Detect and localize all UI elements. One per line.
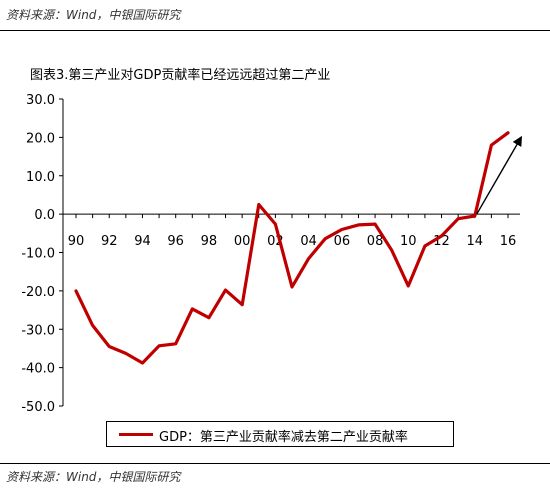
legend-label: GDP：第三产业贡献率减去第二产业贡献率 [159,430,408,445]
x-tick-label: 92 [101,234,118,249]
x-tick-label: 90 [68,234,85,249]
y-tick-label: 10.0 [26,170,55,185]
x-tick-label: 94 [134,234,151,249]
x-tick-label: 00 [234,234,251,249]
x-tick-label: 16 [500,234,517,249]
y-tick-label: -10.0 [21,247,55,262]
x-tick-label: 96 [167,234,184,249]
y-tick-label: 30.0 [26,93,55,108]
x-tick-label: 08 [367,234,384,249]
y-tick-label: -20.0 [21,285,55,300]
x-tick-label: 98 [201,234,218,249]
y-tick-label: 0.0 [34,208,55,223]
y-tick-label: -30.0 [21,323,55,338]
x-tick-label: 04 [300,234,317,249]
y-tick-label: -50.0 [21,400,55,415]
legend-swatch [119,433,153,436]
trend-arrow [476,135,523,215]
x-tick-label: 10 [400,234,417,249]
x-tick-label: 06 [334,234,351,249]
source-note-bottom: 资料来源：Wind，中银国际研究 [6,470,181,484]
top-divider [0,30,550,31]
bottom-divider [0,463,550,464]
series-line [74,131,510,365]
x-tick-label: 14 [466,234,483,249]
y-tick-label: -40.0 [21,362,55,377]
y-tick-label: 20.0 [26,131,55,146]
legend: GDP：第三产业贡献率减去第二产业贡献率 [106,421,454,447]
source-note-top: 资料来源：Wind，中银国际研究 [6,8,181,22]
chart-title: 图表3.第三产业对GDP贡献率已经远远超过第二产业 [30,68,331,83]
